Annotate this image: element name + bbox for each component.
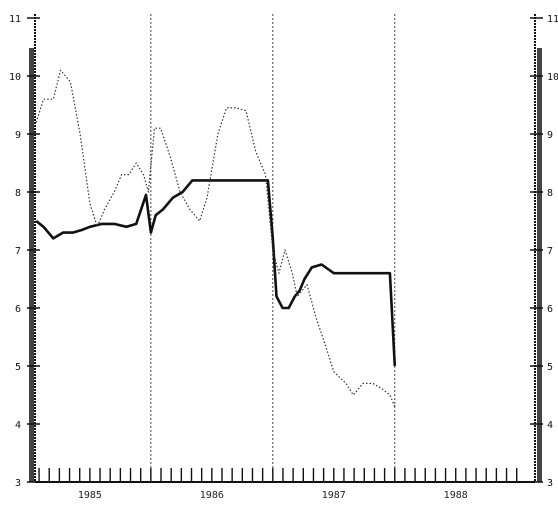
y-tick-label: 5 bbox=[15, 362, 21, 373]
y-tick-label: 10 bbox=[9, 72, 21, 83]
y-tick-label: 4 bbox=[15, 420, 21, 431]
dotted-series-line bbox=[35, 69, 396, 407]
y-tick-label: 7 bbox=[15, 246, 21, 257]
y-tick-label-right: 7 bbox=[547, 246, 553, 257]
x-tick-label: 1987 bbox=[322, 490, 346, 501]
y-tick-label-right: 10 bbox=[547, 72, 558, 83]
y-tick-label: 3 bbox=[15, 478, 21, 489]
y-tick-label: 11 bbox=[9, 14, 21, 25]
x-tick-label: 1985 bbox=[78, 490, 102, 501]
x-axis: 1985 1986 1987 1988 bbox=[38, 468, 518, 501]
y-tick-label: 8 bbox=[15, 188, 21, 199]
y-tick-label-right: 3 bbox=[547, 478, 553, 489]
y-tick-label-right: 11 bbox=[547, 14, 558, 25]
right-axis-band bbox=[537, 48, 542, 482]
series-group bbox=[35, 69, 397, 407]
left-axis-band bbox=[29, 48, 34, 482]
chart-frame bbox=[29, 14, 542, 483]
solid-series-line bbox=[35, 179, 397, 367]
y-tick-label: 6 bbox=[15, 304, 21, 315]
right-y-axis: 3 4 5 6 7 8 9 10 11 bbox=[530, 14, 558, 489]
left-y-axis: 3 4 5 6 7 8 9 10 11 bbox=[9, 14, 40, 489]
y-tick-label-right: 4 bbox=[547, 420, 553, 431]
x-tick-label: 1988 bbox=[444, 490, 468, 501]
y-tick-label-right: 6 bbox=[547, 304, 553, 315]
x-tick-label: 1986 bbox=[200, 490, 224, 501]
y-tick-label-right: 5 bbox=[547, 362, 553, 373]
y-tick-label-right: 8 bbox=[547, 188, 553, 199]
y-tick-label-right: 9 bbox=[547, 130, 553, 141]
y-tick-label: 9 bbox=[15, 130, 21, 141]
